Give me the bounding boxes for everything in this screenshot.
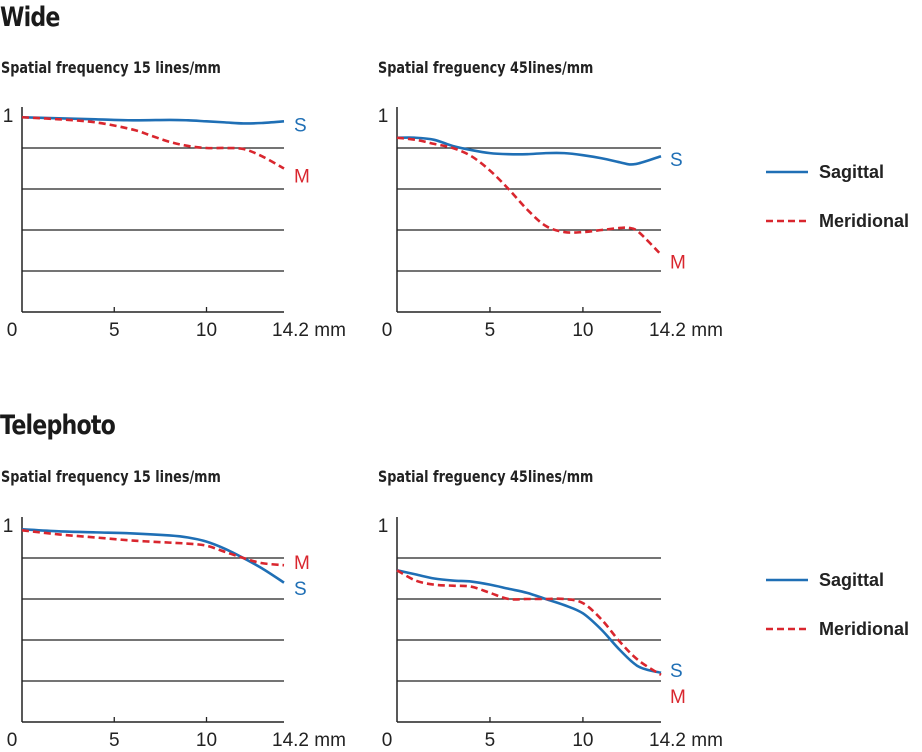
x-tick-label: 10 [196, 320, 217, 341]
y-tick-label: 1 [378, 106, 389, 127]
section-title-wide: Wide [0, 2, 60, 33]
sagittal-end-label: S [294, 115, 307, 136]
meridional-end-label: M [294, 167, 310, 188]
x-tick-label: 14.2 mm [649, 730, 723, 751]
sagittal-legend-label: Sagittal [819, 162, 884, 182]
y-tick-label: 1 [378, 516, 389, 537]
meridional-line [21, 115, 285, 170]
x-tick-label: 5 [109, 730, 120, 751]
x-tick-label: 0 [7, 730, 18, 751]
x-tick-label: 14.2 mm [272, 320, 346, 341]
x-tick-label: 0 [7, 320, 18, 341]
sagittal-end-label: S [670, 661, 683, 682]
y-tick-label: 1 [3, 516, 14, 537]
x-tick-label: 10 [572, 730, 593, 751]
x-tick-label: 5 [485, 320, 496, 341]
sagittal-end-label: S [670, 150, 683, 171]
x-tick-label: 0 [382, 730, 393, 751]
sagittal-line [396, 569, 662, 675]
legend-wide: Sagittal Meridional [766, 162, 909, 231]
meridional-end-label: M [670, 687, 686, 708]
meridional-legend-label: Meridional [819, 619, 909, 639]
meridional-end-label: M [670, 253, 686, 274]
meridional-line [21, 529, 285, 567]
meridional-line [396, 136, 662, 256]
legend-telephoto: Sagittal Meridional [766, 570, 909, 639]
chart-title-wide-45: Spatial freguency 45lines/mm [378, 58, 594, 77]
chart-title-tele-45: Spatial freguency 45lines/mm [378, 467, 594, 486]
y-tick-label: 1 [3, 106, 14, 127]
sagittal-line [396, 136, 662, 166]
x-tick-label: 0 [382, 320, 393, 341]
x-tick-label: 10 [196, 730, 217, 751]
sagittal-line [21, 115, 285, 125]
x-tick-label: 5 [109, 320, 120, 341]
meridional-end-label: M [294, 553, 310, 574]
sagittal-line [21, 528, 285, 584]
meridional-line [396, 569, 662, 676]
x-tick-label: 14.2 mm [272, 730, 346, 751]
sagittal-end-label: S [294, 579, 307, 600]
x-tick-label: 10 [572, 320, 593, 341]
x-tick-label: 5 [485, 730, 496, 751]
chart-title-wide-15: Spatial frequency 15 lines/mm [1, 58, 221, 77]
sagittal-legend-label: Sagittal [819, 570, 884, 590]
x-tick-label: 14.2 mm [649, 320, 723, 341]
meridional-legend-label: Meridional [819, 211, 909, 231]
section-title-telephoto: Telephoto [0, 410, 116, 441]
chart-title-tele-15: Spatial frequency 15 lines/mm [1, 467, 221, 486]
